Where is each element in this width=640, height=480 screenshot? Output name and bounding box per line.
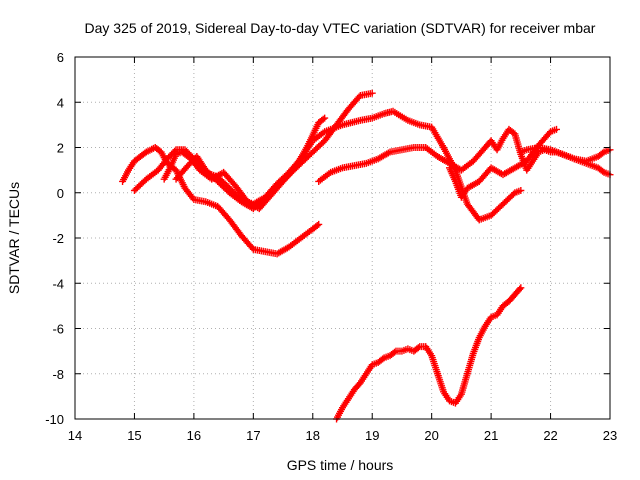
data-point — [319, 115, 327, 123]
series-track-g — [517, 144, 614, 179]
data-point — [516, 285, 524, 293]
data-point — [321, 114, 329, 122]
x-tick-label: 18 — [306, 428, 320, 443]
x-tick-label: 20 — [424, 428, 438, 443]
y-tick-label: -6 — [52, 322, 64, 337]
data-point — [414, 344, 422, 352]
data-point — [315, 220, 323, 228]
grid — [75, 57, 610, 419]
data-series — [119, 89, 614, 423]
data-point — [313, 222, 321, 230]
series-track-f — [446, 125, 560, 201]
y-axis-label: SDTVAR / TECUs — [6, 182, 22, 294]
x-tick-label: 22 — [543, 428, 557, 443]
data-point — [517, 284, 525, 292]
x-tick-label: 15 — [127, 428, 141, 443]
series-track-a — [119, 144, 323, 258]
x-tick-label: 21 — [484, 428, 498, 443]
x-tick-label: 16 — [187, 428, 201, 443]
series-track-h — [333, 284, 525, 423]
x-axis-ticks: 14 15 16 17 18 19 20 21 22 23 — [68, 57, 617, 443]
y-tick-label: -2 — [52, 231, 64, 246]
data-point — [553, 125, 560, 133]
x-tick-label: 17 — [246, 428, 260, 443]
data-point — [517, 186, 525, 194]
y-tick-label: 2 — [57, 141, 64, 156]
chart-title: Day 325 of 2019, Sidereal Day-to-day VTE… — [85, 20, 596, 36]
data-point — [391, 348, 399, 356]
series-track-d — [172, 89, 376, 213]
x-tick-label: 14 — [68, 428, 82, 443]
y-tick-label: 6 — [57, 50, 64, 65]
y-tick-label: 0 — [57, 186, 64, 201]
y-tick-label: -8 — [52, 367, 64, 382]
y-axis-ticks: -10 -8 -6 -4 -2 0 2 4 6 — [45, 50, 610, 427]
x-tick-label: 23 — [603, 428, 617, 443]
x-axis-label: GPS time / hours — [287, 457, 394, 473]
y-tick-label: -4 — [52, 276, 64, 291]
y-tick-label: -10 — [45, 412, 64, 427]
series-track-e — [315, 125, 614, 185]
x-tick-label: 19 — [365, 428, 379, 443]
y-tick-label: 4 — [57, 95, 64, 110]
data-point — [368, 89, 376, 97]
